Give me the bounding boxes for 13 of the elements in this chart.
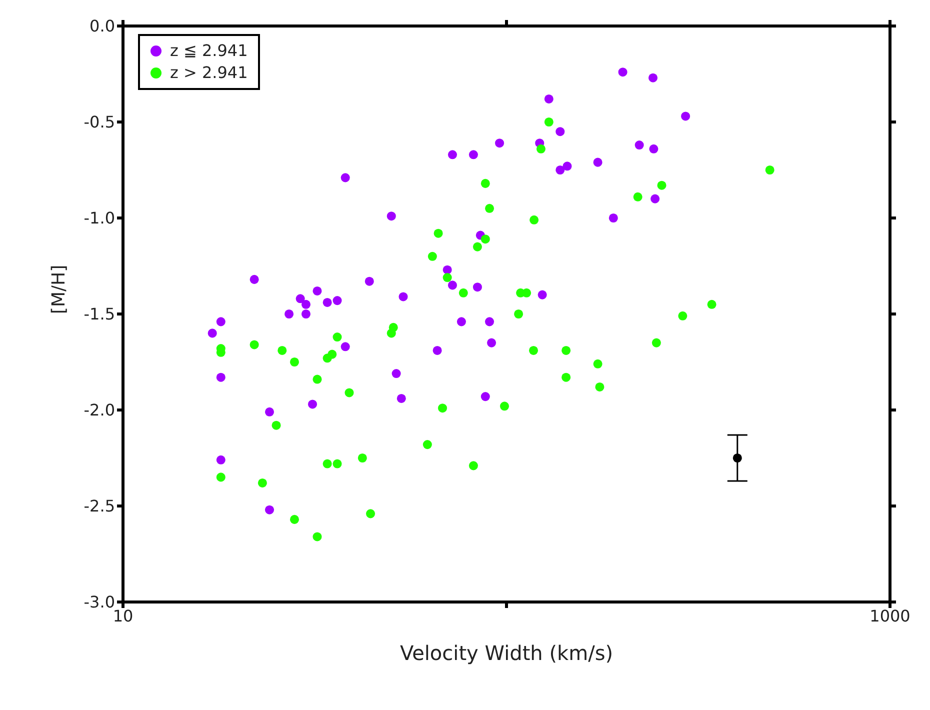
y-tick-label: -2.0	[84, 400, 115, 420]
y-tick-label: -3.0	[84, 592, 115, 612]
y-tick-label: 0.0	[90, 16, 115, 36]
x-tick-label: 1000	[870, 606, 910, 626]
y-tick-label: -2.5	[84, 496, 115, 516]
x-axis-title: Velocity Width (km/s)	[400, 641, 614, 665]
legend-label: z ≦ 2.941	[170, 40, 248, 62]
legend-label: z > 2.941	[170, 62, 248, 84]
x-tick-label: 10	[112, 606, 134, 626]
y-axis-title: [M/H]	[48, 264, 70, 314]
y-tick-label: -0.5	[84, 112, 115, 132]
y-tick-label: -1.0	[84, 208, 115, 228]
y-tick-label: -1.5	[84, 304, 115, 324]
